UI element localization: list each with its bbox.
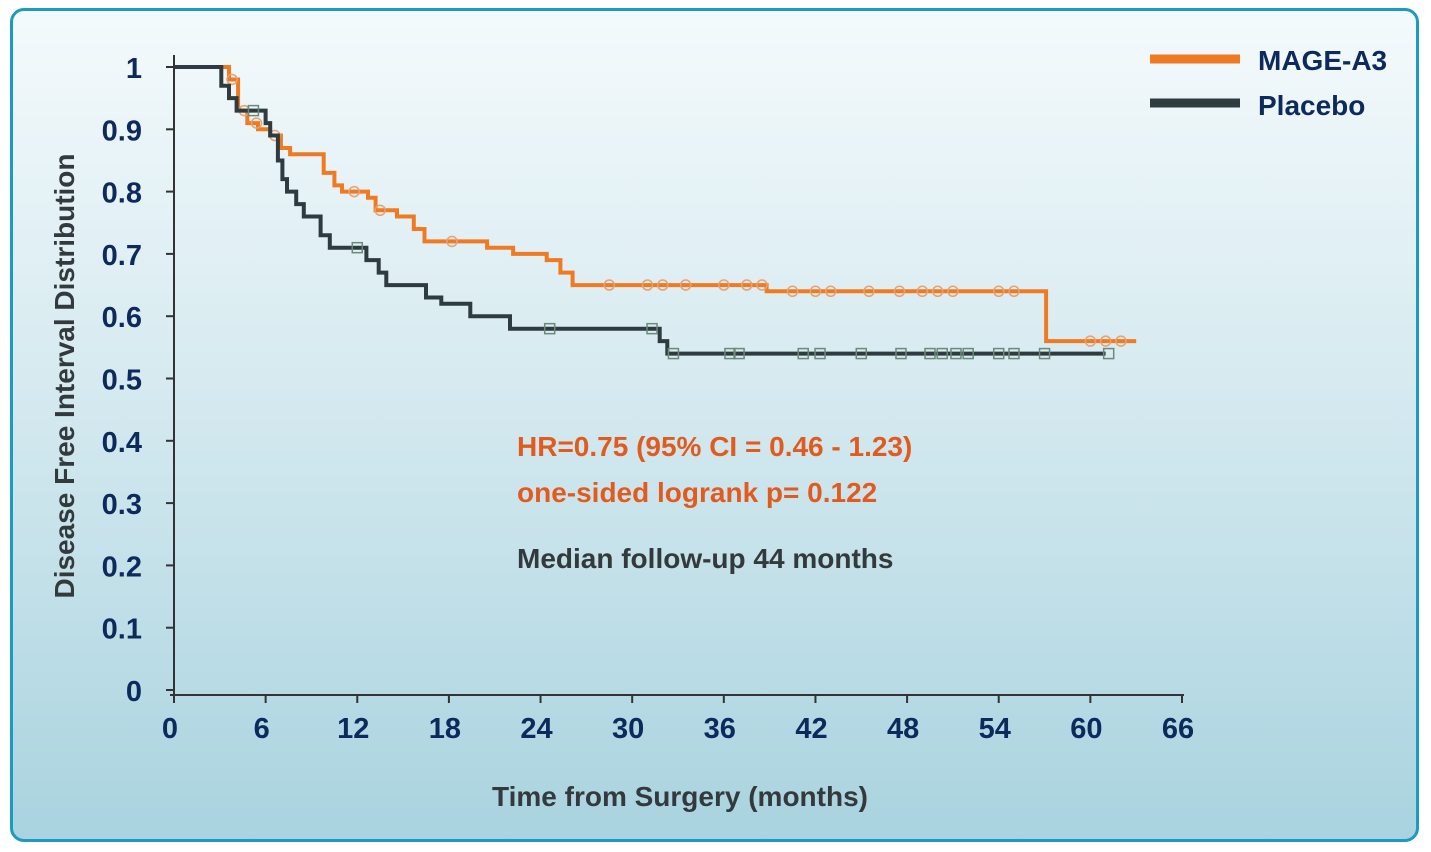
y-tick-label: 0.5 — [102, 365, 142, 397]
y-axis-title: Disease Free Interval Distribution — [49, 153, 80, 598]
y-tick-label: 0.9 — [102, 115, 142, 147]
censor-mark-placebo — [855, 347, 868, 360]
censor-mark-placebo — [1102, 347, 1115, 360]
censor-mark-mage-a3 — [226, 73, 238, 86]
x-tick-label: 54 — [979, 713, 1011, 745]
censor-mark-mage-a3 — [250, 117, 263, 129]
censor-mark-placebo — [724, 347, 736, 360]
censor-mark-placebo — [667, 347, 680, 360]
censor-mark-mage-a3 — [641, 279, 654, 291]
y-tick-label: 0.2 — [102, 551, 142, 583]
x-tick-label: 48 — [887, 713, 919, 745]
censor-mark-mage-a3 — [863, 285, 875, 298]
x-tick-label: 66 — [1162, 713, 1194, 745]
censor-mark-placebo — [950, 347, 962, 360]
axes: 0 0.1 0.2 0.3 0.4 0.5 0.6 0.7 0.8 0.9 1 0 6 12 18 24 30 3… — [102, 53, 1194, 745]
censor-mark-mage-a3 — [992, 285, 1005, 298]
hazard-ratio-annotation: HR=0.75 (95% CI = 0.46 - 1.23) — [517, 431, 912, 462]
legend-label-mage-a3: MAGE-A3 — [1258, 45, 1387, 76]
censor-mark-placebo — [646, 322, 658, 335]
censor-mark-mage-a3 — [756, 279, 768, 291]
censor-mark-placebo — [992, 347, 1005, 360]
censor-mark-mage-a3 — [1008, 285, 1020, 298]
followup-annotation: Median follow-up 44 months — [517, 543, 893, 574]
censor-mark-placebo — [543, 322, 556, 335]
x-tick-label: 24 — [520, 713, 552, 745]
censor-mark-placebo — [797, 347, 809, 360]
censor-mark-mage-a3 — [740, 279, 753, 291]
censor-mark-placebo — [895, 347, 907, 360]
censor-mark-mage-a3 — [656, 279, 669, 291]
x-tick-label: 12 — [337, 713, 369, 745]
y-tick-label: 0.1 — [102, 614, 142, 646]
x-tick-label: 42 — [795, 713, 827, 745]
censor-mark-mage-a3 — [916, 285, 929, 298]
y-tick-label: 0 — [126, 676, 142, 708]
censor-mark-mage-a3 — [824, 285, 837, 298]
censor-mark-placebo — [962, 347, 974, 360]
x-tick-label: 30 — [612, 713, 644, 745]
legend: MAGE-A3 Placebo — [1150, 45, 1387, 121]
y-tick-label: 0.4 — [102, 427, 142, 459]
censor-mark-placebo — [1008, 347, 1020, 360]
x-tick-label: 18 — [429, 713, 461, 745]
censor-mark-mage-a3 — [947, 285, 959, 298]
censor-mark-mage-a3 — [1084, 335, 1097, 347]
censor-mark-mage-a3 — [893, 285, 906, 298]
x-tick-label: 0 — [162, 713, 178, 745]
x-axis-title: Time from Surgery (months) — [492, 781, 868, 812]
censor-mark-placebo — [351, 241, 364, 254]
censor-mark-placebo — [247, 104, 260, 117]
legend-label-placebo: Placebo — [1258, 90, 1365, 121]
censor-mark-mage-a3 — [679, 279, 692, 291]
y-axis-title-group: Disease Free Interval Distribution — [49, 153, 80, 598]
censor-mark-mage-a3 — [786, 285, 799, 298]
censor-mark-mage-a3 — [603, 279, 616, 291]
logrank-annotation: one-sided logrank p= 0.122 — [517, 477, 877, 508]
series-layer — [174, 65, 1137, 360]
censor-mark-mage-a3 — [374, 204, 386, 217]
censor-mark-placebo — [924, 347, 936, 360]
series-line-mage-a3 — [174, 65, 1137, 344]
y-tick-label: 0.8 — [102, 178, 142, 210]
censor-mark-placebo — [1038, 347, 1051, 360]
y-tick-label: 0.3 — [102, 489, 142, 521]
chart-frame — [10, 8, 1419, 842]
x-tick-label: 6 — [254, 713, 270, 745]
series-line-placebo — [174, 65, 1106, 356]
y-tick-label: 0.6 — [102, 302, 142, 334]
censor-mark-placebo — [814, 347, 826, 360]
censor-mark-mage-a3 — [1099, 335, 1112, 347]
y-tick-label: 0.7 — [102, 240, 142, 272]
censor-mark-mage-a3 — [1115, 335, 1127, 347]
y-tick-label: 1 — [126, 53, 142, 85]
x-tick-label: 60 — [1070, 713, 1102, 745]
censor-mark-mage-a3 — [931, 285, 944, 298]
censor-mark-mage-a3 — [718, 279, 730, 291]
censor-mark-mage-a3 — [446, 235, 458, 248]
censor-mark-placebo — [936, 347, 948, 360]
x-tick-label: 36 — [704, 713, 736, 745]
censor-mark-mage-a3 — [809, 285, 822, 298]
censor-mark-mage-a3 — [348, 185, 360, 198]
censor-mark-placebo — [733, 347, 745, 360]
